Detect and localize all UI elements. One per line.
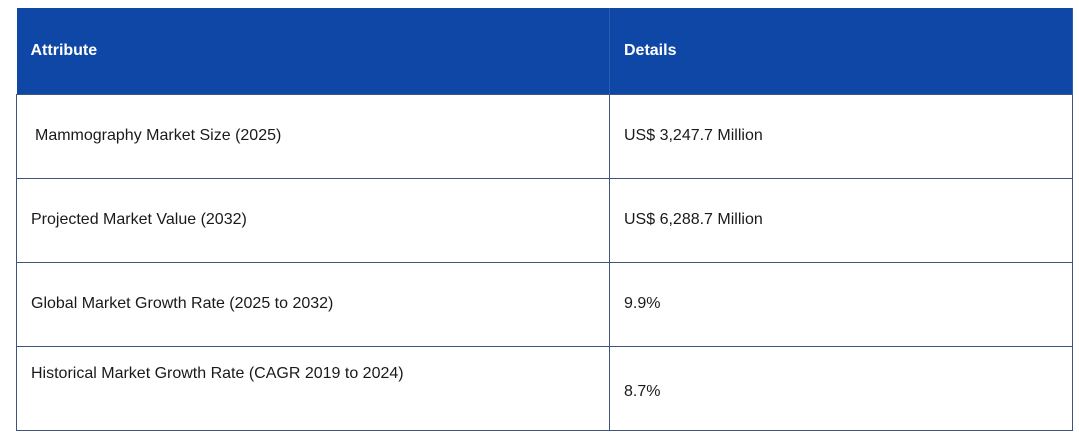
table-row: Historical Market Growth Rate (CAGR 2019… — [16, 345, 1073, 431]
table-row: Mammography Market Size (2025) US$ 3,247.… — [16, 93, 1073, 179]
table-row: Projected Market Value (2032) US$ 6,288.7… — [16, 177, 1073, 263]
attribute-cell: Projected Market Value (2032) — [16, 177, 610, 263]
table-row: Global Market Growth Rate (2025 to 2032)… — [16, 261, 1073, 347]
table-container: Attribute Details Mammography Market Siz… — [16, 8, 1073, 431]
attribute-cell: Mammography Market Size (2025) — [16, 93, 610, 179]
header-row: Attribute Details — [16, 8, 1073, 94]
header-cell: Details — [609, 8, 1073, 94]
header-cell: Attribute — [16, 8, 610, 94]
attribute-table: Attribute Details Mammography Market Siz… — [16, 8, 1073, 431]
details-cell: 8.7% — [609, 345, 1073, 431]
attribute-cell: Global Market Growth Rate (2025 to 2032) — [16, 261, 610, 347]
attribute-cell: Historical Market Growth Rate (CAGR 2019… — [16, 345, 610, 431]
details-cell: US$ 6,288.7 Million — [609, 177, 1073, 263]
details-cell: 9.9% — [609, 261, 1073, 347]
details-cell: US$ 3,247.7 Million — [609, 93, 1073, 179]
